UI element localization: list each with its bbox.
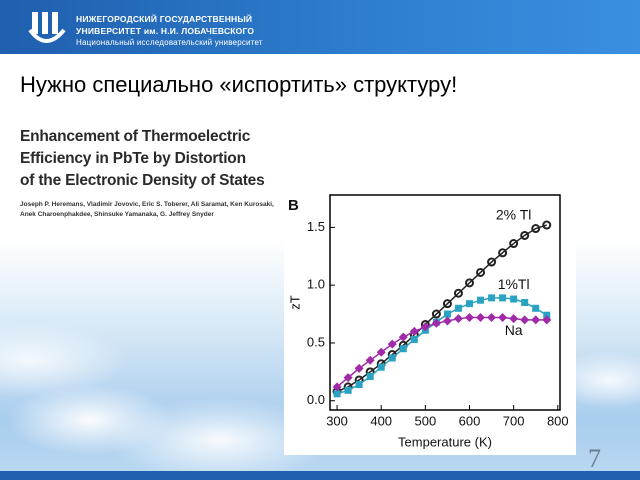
y-tick-label: 0.5 <box>307 334 325 349</box>
data-point <box>476 267 486 277</box>
x-axis-label: Temperature (K) <box>398 434 492 449</box>
data-point <box>454 304 462 312</box>
data-point <box>520 315 530 325</box>
data-point <box>488 294 496 302</box>
data-point <box>365 355 375 365</box>
x-tick-label: 800 <box>547 413 569 428</box>
data-point <box>453 288 463 298</box>
data-point <box>531 224 541 234</box>
paper-authors: Joseph P. Heremans, Vladimir Jovovic, Er… <box>20 201 274 208</box>
data-point <box>399 345 407 353</box>
x-tick-label: 300 <box>326 413 348 428</box>
x-tick-label: 600 <box>459 413 481 428</box>
plot-frame <box>329 194 561 411</box>
data-point <box>377 363 385 371</box>
data-point <box>498 248 508 258</box>
data-point <box>465 278 475 288</box>
series-label: 1%Tl <box>498 276 530 292</box>
university-name: НИЖЕГОРОДСКИЙ ГОСУДАРСТВЕННЫЙ <box>76 14 253 24</box>
data-point <box>387 339 397 349</box>
data-point <box>442 316 452 326</box>
data-point <box>476 313 486 323</box>
data-point <box>398 332 408 342</box>
data-point <box>388 354 396 362</box>
paper-title: Enhancement of Thermoelectric <box>20 128 251 145</box>
data-point <box>453 314 463 324</box>
x-tick-label: 500 <box>415 413 437 428</box>
data-point <box>344 386 352 394</box>
series-label: 2% Tl <box>496 207 532 223</box>
data-point <box>542 315 552 325</box>
paper-title: of the Electronic Density of States <box>20 172 265 189</box>
data-point <box>431 309 441 319</box>
data-point <box>465 313 475 323</box>
x-tick-label: 400 <box>370 413 392 428</box>
data-point <box>509 314 519 324</box>
data-point <box>333 390 341 398</box>
data-point <box>343 373 353 383</box>
chart: B 0.0 0.5 1.0 1.5 300 400 500 600 700 800 Temperat… <box>284 190 576 455</box>
data-point <box>376 347 386 357</box>
data-point <box>431 318 441 328</box>
paper-authors: Anek Charoenphakdee, Shinsuke Yamanaka, … <box>20 211 214 218</box>
data-point <box>498 313 508 323</box>
data-point <box>531 315 541 325</box>
y-tick-label: 1.0 <box>307 277 325 292</box>
data-point <box>443 310 451 318</box>
data-point <box>520 230 530 240</box>
university-name: УНИВЕРСИТЕТ им. Н.И. ЛОБАЧЕВСКОГО <box>76 26 255 36</box>
data-point <box>332 382 342 392</box>
header-bar: НИЖЕГОРОДСКИЙ ГОСУДАРСТВЕННЫЙ УНИВЕРСИТЕ… <box>0 0 640 54</box>
data-point <box>532 304 540 312</box>
panel-label: B <box>288 197 299 214</box>
data-point <box>487 313 497 323</box>
data-point <box>420 322 430 332</box>
data-point <box>466 300 474 308</box>
data-point <box>543 311 551 319</box>
paper-excerpt: Enhancement of Thermoelectric Efficiency… <box>12 124 325 225</box>
data-point <box>509 239 519 249</box>
paper-title: Efficiency in PbTe by Distortion <box>20 150 246 167</box>
data-point <box>366 372 374 380</box>
data-point <box>354 363 364 373</box>
x-tick-label: 700 <box>503 413 525 428</box>
y-tick-label: 0.0 <box>307 392 325 407</box>
y-tick-label: 1.5 <box>307 219 325 234</box>
data-point <box>355 381 363 389</box>
y-axis-label: zT <box>287 295 302 310</box>
data-point <box>477 296 485 304</box>
data-point <box>409 326 419 336</box>
footer-bar <box>0 471 640 480</box>
series-line <box>336 224 547 393</box>
logo <box>28 12 66 43</box>
university-subtitle: Национальный исследовательский университ… <box>76 38 263 47</box>
data-point <box>410 335 418 343</box>
series-label: Na <box>505 322 523 338</box>
data-point <box>499 294 507 302</box>
page-number: 7 <box>588 444 601 473</box>
data-point <box>542 220 552 230</box>
data-point <box>510 295 518 303</box>
slide-title: Нужно специально «испортить» структуру! <box>20 72 458 97</box>
data-point <box>442 299 452 309</box>
data-point <box>521 299 529 306</box>
data-point <box>487 257 497 267</box>
